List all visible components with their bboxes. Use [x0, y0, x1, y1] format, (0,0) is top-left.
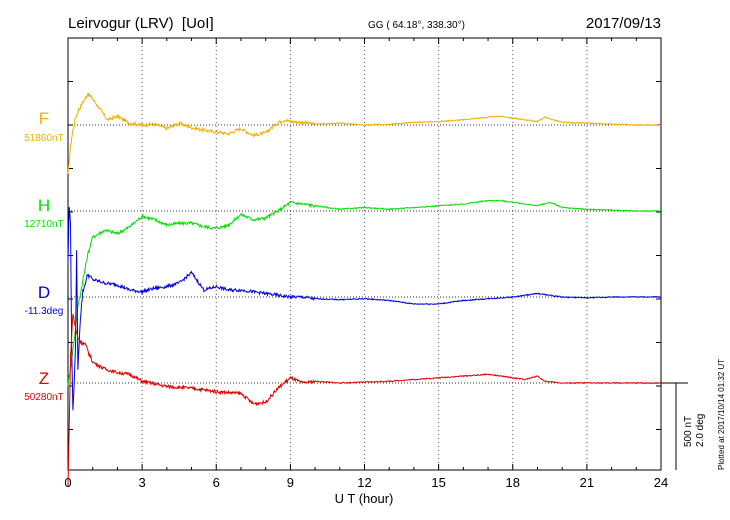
x-tick-label-0: 0	[64, 475, 71, 490]
component-label-Z: Z	[39, 369, 49, 388]
x-ticks	[67, 38, 662, 470]
x-tick-label-12: 12	[357, 475, 371, 490]
scale-bar-nt-label: 500 nT	[683, 416, 694, 447]
series-line-Z	[67, 314, 662, 488]
x-tick-label-24: 24	[654, 475, 668, 490]
scale-bar: 500 nT 2.0 deg	[661, 382, 706, 470]
series-line-H	[67, 199, 662, 387]
component-label-F: F	[39, 109, 49, 128]
series-line-D	[67, 206, 662, 411]
component-label-D: D	[38, 283, 50, 302]
station-title: Leirvogur (LRV) [UoI]	[68, 15, 214, 32]
series-line-F	[67, 92, 662, 174]
grid-lines	[141, 38, 588, 470]
x-tick-label-6: 6	[213, 475, 220, 490]
x-tick-label-21: 21	[580, 475, 594, 490]
y-ticks	[68, 81, 661, 430]
x-tick-label-3: 3	[139, 475, 146, 490]
x-tick-label-15: 15	[431, 475, 445, 490]
baseline-value-Z: 50280nT	[24, 392, 63, 403]
x-tick-label-9: 9	[287, 475, 294, 490]
chart-date: 2017/09/13	[586, 15, 661, 32]
series-lines	[67, 92, 662, 488]
station-coordinates: GG ( 64.18°, 338.30°)	[368, 20, 465, 31]
component-labels: F 51860nT H 12710nT D -11.3deg Z 50280nT	[24, 109, 63, 403]
baseline-value-D: -11.3deg	[25, 306, 64, 317]
baseline-value-F: 51860nT	[24, 133, 63, 144]
plotted-timestamp: Plotted at 2017/10/14 01:32 UT	[717, 359, 726, 470]
x-axis-label: U T (hour)	[335, 491, 394, 506]
scale-bar-deg-label: 2.0 deg	[695, 414, 706, 447]
component-label-H: H	[38, 196, 50, 215]
x-tick-label-18: 18	[506, 475, 520, 490]
baseline-value-H: 12710nT	[24, 219, 63, 230]
x-tick-labels: 0 3 6 9 12 15 18 21 24	[64, 475, 668, 490]
